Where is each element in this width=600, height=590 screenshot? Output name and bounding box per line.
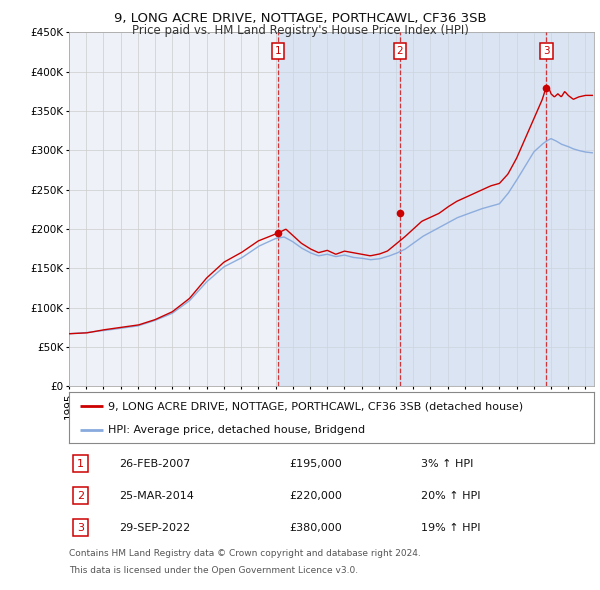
Text: 20% ↑ HPI: 20% ↑ HPI [421,491,480,500]
Text: £380,000: £380,000 [290,523,342,533]
Text: £195,000: £195,000 [290,458,342,468]
Text: 3% ↑ HPI: 3% ↑ HPI [421,458,473,468]
Text: 9, LONG ACRE DRIVE, NOTTAGE, PORTHCAWL, CF36 3SB (detached house): 9, LONG ACRE DRIVE, NOTTAGE, PORTHCAWL, … [109,401,523,411]
Text: 19% ↑ HPI: 19% ↑ HPI [421,523,480,533]
Text: £220,000: £220,000 [290,491,343,500]
Text: Price paid vs. HM Land Registry's House Price Index (HPI): Price paid vs. HM Land Registry's House … [131,24,469,37]
Text: 3: 3 [543,46,550,56]
Text: 3: 3 [77,523,84,533]
Text: This data is licensed under the Open Government Licence v3.0.: This data is licensed under the Open Gov… [69,566,358,575]
Bar [547,32,594,386]
Text: HPI: Average price, detached house, Bridgend: HPI: Average price, detached house, Brid… [109,425,365,435]
Text: Contains HM Land Registry data © Crown copyright and database right 2024.: Contains HM Land Registry data © Crown c… [69,549,421,558]
Text: 2: 2 [77,491,84,500]
Bar [278,32,400,386]
Text: 26-FEB-2007: 26-FEB-2007 [119,458,190,468]
Text: 9, LONG ACRE DRIVE, NOTTAGE, PORTHCAWL, CF36 3SB: 9, LONG ACRE DRIVE, NOTTAGE, PORTHCAWL, … [113,12,487,25]
Text: 1: 1 [275,46,281,56]
Bar [400,32,547,386]
Text: 29-SEP-2022: 29-SEP-2022 [119,523,190,533]
Text: 1: 1 [77,458,84,468]
Text: 25-MAR-2014: 25-MAR-2014 [119,491,194,500]
Text: 2: 2 [397,46,403,56]
